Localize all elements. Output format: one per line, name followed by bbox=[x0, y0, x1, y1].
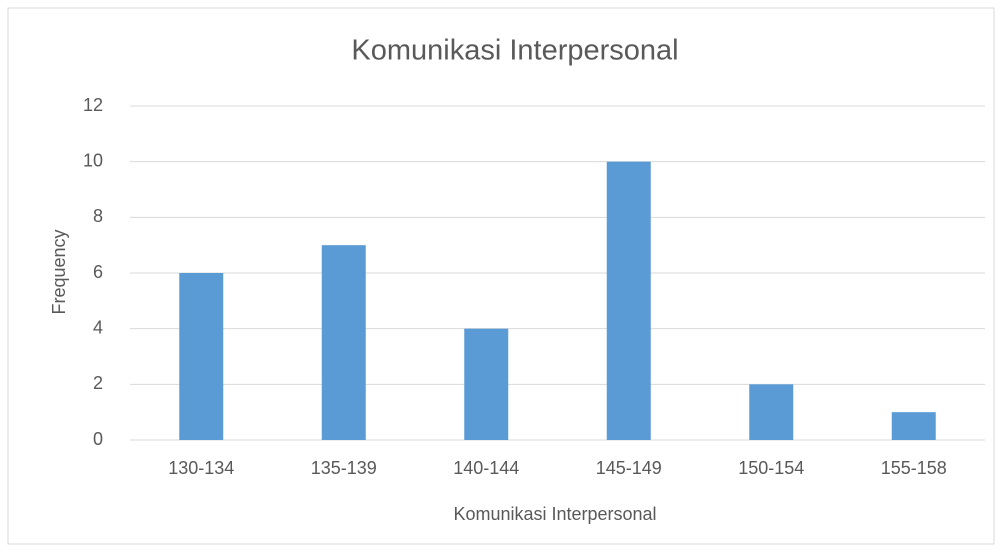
chart-title: Komunikasi Interpersonal bbox=[351, 35, 678, 67]
x-axis-label: Komunikasi Interpersonal bbox=[453, 504, 656, 524]
x-tick-label: 150-154 bbox=[738, 458, 804, 478]
y-tick-label: 12 bbox=[83, 95, 103, 115]
chart-border bbox=[7, 7, 995, 545]
y-tick-label: 2 bbox=[93, 373, 103, 393]
y-tick-label: 10 bbox=[83, 150, 103, 170]
x-tick-label: 155-158 bbox=[881, 458, 947, 478]
bar bbox=[891, 412, 936, 440]
bar bbox=[321, 245, 366, 440]
y-tick-label: 8 bbox=[93, 206, 103, 226]
x-tick-label: 145-149 bbox=[596, 458, 662, 478]
y-tick-label: 0 bbox=[93, 429, 103, 449]
y-tick-label: 4 bbox=[93, 317, 103, 337]
y-tick-label: 6 bbox=[93, 262, 103, 282]
bar bbox=[749, 384, 794, 440]
bar bbox=[179, 273, 224, 440]
x-tick-label: 130-134 bbox=[168, 458, 234, 478]
y-axis-label: Frequency bbox=[49, 229, 69, 314]
x-tick-label: 140-144 bbox=[453, 458, 519, 478]
bar bbox=[464, 328, 509, 440]
bar bbox=[606, 161, 651, 440]
x-tick-label: 135-139 bbox=[311, 458, 377, 478]
